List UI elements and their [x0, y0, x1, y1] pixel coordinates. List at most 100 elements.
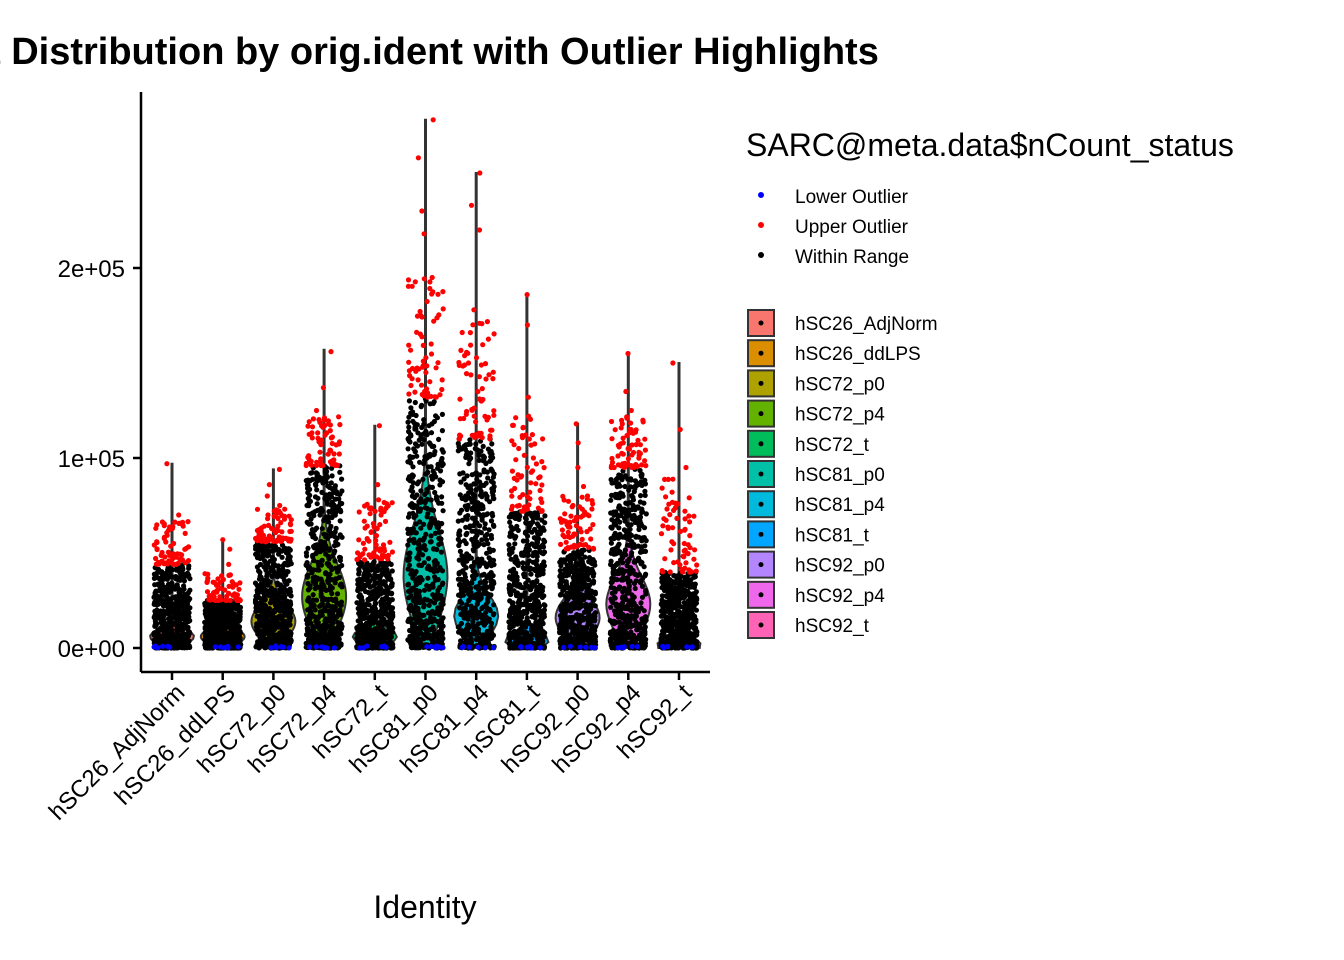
within-range-point — [234, 627, 240, 634]
within-range-point — [336, 638, 342, 644]
upper-outlier-point — [318, 442, 324, 448]
within-range-point — [179, 593, 185, 599]
within-range-point — [304, 621, 310, 627]
within-range-point — [479, 537, 485, 543]
within-range-point — [229, 612, 235, 618]
within-range-point — [178, 633, 184, 640]
within-range-point — [483, 480, 489, 486]
within-range-point — [409, 568, 415, 574]
upper-outlier-point — [526, 436, 532, 442]
within-range-point — [484, 493, 490, 499]
within-range-point — [541, 602, 547, 608]
within-range-point — [261, 564, 267, 570]
within-range-point — [319, 508, 326, 514]
upper-outlier-point — [381, 548, 388, 554]
upper-outlier-point — [176, 520, 182, 527]
upper-outlier-point — [210, 579, 216, 585]
upper-outlier-point — [214, 588, 220, 594]
within-range-point — [467, 457, 473, 463]
within-range-point — [324, 474, 330, 480]
within-range-point — [181, 645, 188, 651]
within-range-point — [339, 534, 345, 540]
upper-outlier-point — [526, 413, 532, 419]
violin-group — [554, 421, 601, 651]
within-range-point — [408, 405, 414, 411]
within-range-point — [421, 587, 428, 593]
upper-outlier-point — [418, 312, 424, 319]
upper-outlier-point — [429, 274, 435, 281]
upper-outlier-point — [232, 582, 238, 588]
within-range-point — [284, 598, 290, 604]
within-range-point — [425, 575, 431, 581]
upper-outlier-point — [164, 461, 170, 467]
within-range-point — [533, 562, 540, 568]
within-range-point — [477, 523, 483, 529]
within-range-point — [421, 602, 427, 608]
within-range-point — [417, 508, 423, 514]
upper-outlier-point — [424, 298, 430, 305]
lower-outlier-point — [460, 644, 466, 650]
upper-outlier-point — [177, 556, 183, 563]
upper-outlier-point — [376, 497, 382, 503]
upper-outlier-point — [427, 285, 433, 292]
within-range-point — [457, 599, 463, 605]
within-range-point — [182, 631, 188, 638]
within-range-point — [162, 587, 168, 594]
upper-outlier-point — [278, 538, 284, 545]
within-range-point — [313, 597, 320, 603]
within-range-point — [218, 637, 224, 643]
upper-outlier-point — [420, 358, 426, 364]
within-range-point — [507, 598, 513, 604]
within-range-point — [305, 564, 312, 570]
within-range-point — [282, 560, 288, 567]
within-range-point — [457, 528, 463, 534]
upper-outlier-point — [254, 538, 260, 544]
within-range-point — [406, 555, 412, 561]
within-range-point — [417, 579, 423, 586]
within-range-point — [329, 465, 335, 471]
upper-outlier-point — [465, 350, 471, 356]
within-range-point — [526, 566, 532, 572]
upper-outlier-point — [306, 419, 312, 425]
within-range-point — [337, 469, 343, 475]
violin-group — [402, 117, 449, 651]
within-range-point — [306, 521, 312, 527]
within-range-point — [590, 573, 596, 579]
within-range-point — [487, 458, 493, 464]
within-range-point — [257, 641, 263, 647]
within-range-point — [479, 556, 485, 562]
upper-outlier-point — [406, 342, 412, 348]
within-range-point — [262, 597, 268, 603]
within-range-point — [468, 610, 474, 617]
within-range-point — [436, 541, 442, 548]
within-range-point — [184, 625, 190, 631]
within-range-point — [533, 588, 540, 594]
within-range-point — [253, 546, 259, 552]
upper-outlier-point — [206, 597, 212, 603]
within-range-point — [304, 632, 310, 638]
within-range-point — [330, 612, 336, 618]
within-range-point — [323, 596, 329, 603]
within-range-point — [428, 583, 434, 589]
within-range-point — [557, 568, 563, 574]
within-range-point — [307, 616, 313, 622]
within-range-point — [258, 596, 264, 602]
within-range-point — [439, 428, 445, 434]
within-range-point — [528, 571, 534, 577]
within-range-point — [384, 567, 390, 573]
upper-outlier-point — [279, 529, 285, 535]
within-range-point — [155, 575, 161, 581]
within-range-point — [254, 587, 260, 593]
within-range-point — [525, 544, 531, 550]
within-range-point — [534, 521, 541, 527]
within-range-point — [282, 545, 288, 551]
within-range-point — [225, 607, 231, 613]
within-range-point — [332, 496, 339, 502]
upper-outlier-point — [328, 349, 334, 355]
upper-outlier-point — [162, 554, 168, 560]
upper-outlier-point — [269, 535, 275, 541]
within-range-point — [432, 574, 438, 580]
within-range-point — [405, 419, 411, 425]
within-range-point — [485, 629, 491, 635]
within-range-point — [455, 536, 461, 543]
